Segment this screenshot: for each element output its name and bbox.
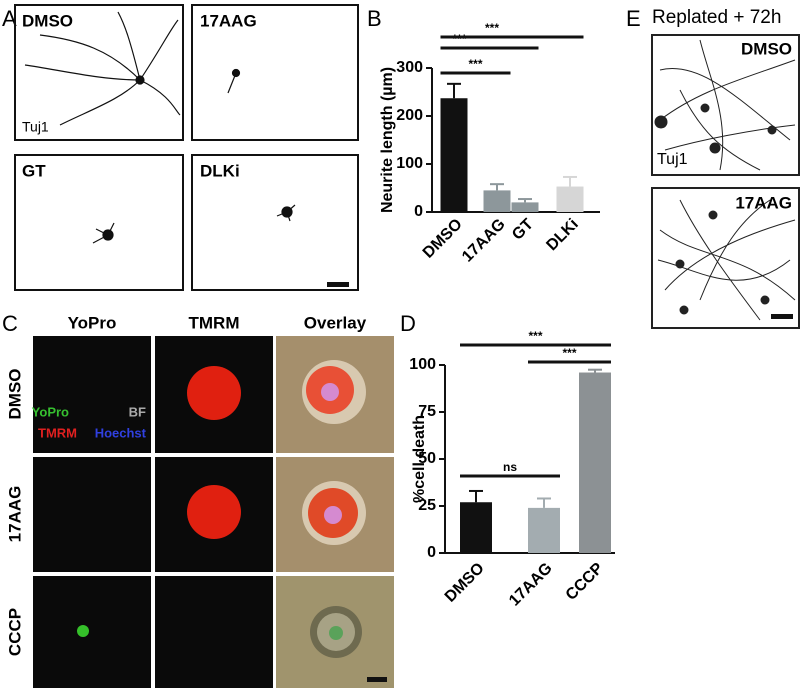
image-grid-e (651, 34, 800, 329)
channel-legend: BF (129, 404, 146, 419)
significance-label: ns (503, 460, 517, 474)
y-tick-label: 50 (418, 450, 436, 467)
y-tick-label: 300 (396, 59, 423, 76)
image-label: GT (22, 161, 46, 180)
stain-label: Tuj1 (22, 119, 49, 135)
y-tick-label: 25 (418, 497, 436, 514)
column-header: YoPro (68, 313, 117, 332)
channel-legend: Hoechst (95, 425, 147, 440)
image-label: DLKi (200, 161, 240, 180)
image-label: 17AAG (200, 11, 257, 30)
image-grid-c (33, 336, 394, 688)
panel-label: A (2, 6, 17, 31)
x-tick-label: DLKi (543, 216, 581, 254)
panel-label: B (367, 6, 382, 31)
x-tick-label: DMSO (420, 216, 466, 262)
bar (460, 502, 492, 553)
row-header: DMSO (5, 369, 24, 420)
x-tick-label: GT (509, 216, 537, 244)
y-tick-label: 0 (414, 203, 423, 220)
x-tick-label: CCCP (563, 560, 607, 604)
panel-label: C (2, 311, 18, 336)
image-label: 17AAG (735, 193, 792, 212)
y-tick-label: 75 (418, 403, 436, 420)
y-axis-label: %cell death (411, 415, 428, 503)
row-header: CCCP (5, 608, 24, 656)
significance-label: *** (528, 329, 542, 343)
stain-label: Tuj1 (657, 151, 688, 168)
x-tick-label: 17AAG (506, 560, 556, 610)
image-grid-a (14, 4, 359, 291)
significance-label: *** (562, 346, 576, 360)
bar (579, 372, 611, 553)
y-tick-label: 100 (396, 155, 423, 172)
image-label: DMSO (741, 39, 792, 58)
y-tick-label: 100 (409, 356, 436, 373)
x-tick-label: DMSO (442, 560, 488, 606)
bar (556, 186, 584, 212)
significance-label: *** (468, 57, 482, 71)
bar (511, 202, 539, 212)
y-tick-label: 200 (396, 107, 423, 124)
bar (528, 507, 560, 553)
bar (440, 98, 468, 212)
significance-label: *** (452, 32, 466, 46)
bar (483, 190, 511, 212)
column-header: Overlay (304, 313, 367, 332)
row-header: 17AAG (5, 486, 24, 543)
channel-legend: YoPro (32, 404, 69, 419)
significance-label: *** (485, 21, 499, 35)
image-label: DMSO (22, 11, 73, 30)
y-axis-label: Neurite length (µm) (379, 67, 396, 213)
y-tick-label: 0 (427, 544, 436, 561)
column-header: TMRM (189, 313, 240, 332)
panel-title: Replated + 72h (652, 7, 781, 28)
panel-label: E (626, 6, 641, 31)
x-tick-label: 17AAG (459, 216, 509, 266)
panel-label: D (400, 311, 416, 336)
channel-legend: TMRM (38, 425, 77, 440)
